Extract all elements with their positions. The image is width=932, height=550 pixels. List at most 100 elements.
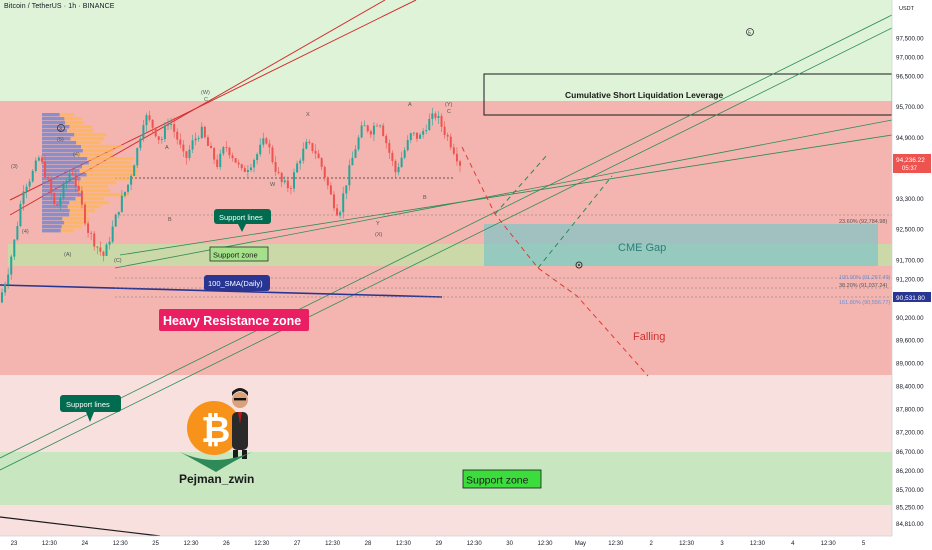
volume-bar-buy — [42, 169, 80, 173]
candle — [139, 135, 142, 151]
volume-bar-buy — [42, 113, 60, 117]
candle — [1, 288, 3, 304]
candle — [311, 142, 314, 154]
candle — [19, 200, 22, 228]
candle — [323, 165, 326, 182]
price-scale[interactable]: USDT — [891, 0, 932, 550]
candle — [163, 122, 166, 142]
candle — [262, 132, 265, 148]
candle — [354, 145, 357, 159]
candle — [256, 152, 259, 165]
volume-bar-buy — [42, 117, 65, 121]
cme-gap-box[interactable] — [484, 224, 878, 266]
volume-bar-sell — [64, 221, 87, 225]
candle — [342, 186, 345, 219]
candle — [90, 231, 93, 241]
volume-bar-buy — [42, 221, 65, 225]
price-label: 89,000.00 — [896, 361, 924, 368]
time-label: 12:30 — [113, 541, 129, 547]
candle — [268, 139, 271, 155]
support-zone-label-lower[interactable]: Support zone — [462, 469, 542, 489]
volume-bar-sell — [87, 157, 135, 161]
time-scale[interactable] — [0, 535, 932, 550]
candle — [302, 142, 305, 164]
wave-label: (C) — [114, 258, 122, 264]
avatar-icon — [232, 388, 248, 459]
candle — [99, 241, 102, 256]
candle — [431, 107, 434, 126]
candle — [443, 121, 446, 139]
volume-bar-sell — [82, 193, 130, 197]
candle — [188, 145, 191, 161]
candle — [385, 133, 388, 149]
falling-label: Falling — [633, 331, 665, 343]
black-down-line[interactable] — [0, 516, 161, 537]
cme-gap-label: CME Gap — [618, 242, 666, 254]
volume-bar-sell — [69, 209, 95, 213]
candle — [151, 119, 154, 134]
time-label: 2 — [650, 541, 654, 547]
volume-bar-buy — [42, 145, 81, 149]
candle — [123, 191, 126, 198]
sma-price-tag: 90,531.80 — [893, 292, 931, 302]
candle — [68, 170, 71, 183]
price-label: 97,000.00 — [896, 54, 924, 61]
price-label: 93,300.00 — [896, 196, 924, 203]
volume-bar-buy — [42, 225, 62, 229]
candle — [225, 141, 228, 152]
volume-bar-buy — [42, 153, 76, 157]
green-trend-1[interactable] — [0, 14, 893, 459]
support-lines-label-lower[interactable]: Support lines — [60, 395, 121, 422]
candle — [102, 250, 105, 262]
price-label: 85,700.00 — [896, 487, 924, 494]
green-trend-3[interactable] — [114, 119, 893, 269]
candle — [372, 122, 375, 142]
volume-bar-buy — [42, 209, 70, 213]
candle — [415, 132, 418, 142]
candle — [363, 120, 366, 127]
support-zone-label-upper[interactable]: Support zone — [209, 246, 269, 262]
projection-green-up-2 — [537, 175, 613, 269]
wave-label: A — [165, 145, 169, 151]
green-trend-4[interactable] — [119, 134, 893, 256]
heavy-resistance-label[interactable]: Heavy Resistance zone — [159, 309, 309, 331]
support-zone-text-lower: Support zone — [466, 475, 529, 487]
neutral-band — [0, 375, 892, 452]
candle — [210, 142, 213, 149]
lower-support-zone — [0, 452, 892, 505]
volume-bar-sell — [78, 189, 111, 193]
volume-bar-sell — [69, 125, 93, 129]
wave-3-circle — [57, 124, 65, 132]
time-label: 12:30 — [42, 541, 58, 547]
projection-green-up-1 — [494, 154, 548, 215]
wave-label: (Y) — [445, 102, 453, 108]
volume-bar-sell — [62, 217, 90, 221]
candle — [425, 124, 428, 135]
candle — [10, 254, 13, 280]
sma-label[interactable]: 100_SMA(Daily) — [204, 275, 270, 291]
candle — [53, 192, 56, 206]
candle — [127, 184, 130, 195]
volume-bar-buy — [42, 133, 75, 137]
wave-label: W — [270, 182, 276, 188]
volume-bar-sell — [61, 225, 83, 229]
wave-label: C — [447, 109, 451, 115]
candle — [80, 186, 83, 209]
candle — [200, 122, 203, 140]
bitcoin-symbol: ₿ — [201, 409, 230, 450]
volume-bar-sell — [64, 117, 83, 121]
support-lines-label-upper[interactable]: Support lines — [214, 209, 271, 232]
candle — [130, 174, 133, 191]
time-label: 29 — [435, 541, 442, 547]
wave-3-circle-label: 3 — [59, 127, 62, 133]
volume-bar-buy — [42, 137, 71, 141]
green-trend-2[interactable] — [0, 27, 893, 471]
candle — [111, 220, 114, 244]
time-label: 5 — [862, 541, 866, 547]
candle — [117, 211, 120, 219]
time-label: 24 — [81, 541, 88, 547]
wave-label: (5) — [57, 137, 64, 143]
candle — [376, 123, 379, 127]
